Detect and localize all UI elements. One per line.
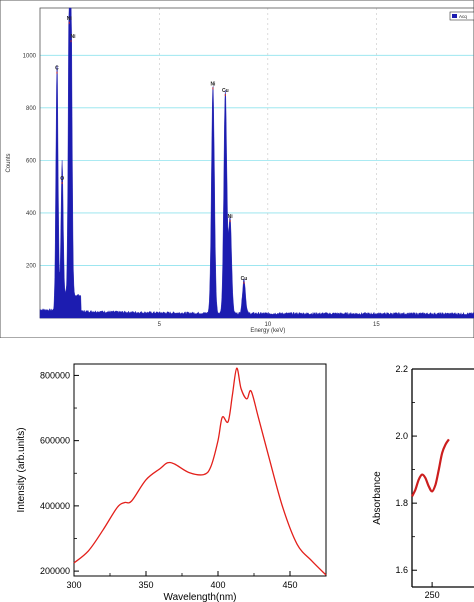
pl-y-tick-label: 400000 xyxy=(40,501,70,511)
eds-y-tick-label: 400 xyxy=(26,211,37,217)
pl-series-line xyxy=(73,367,327,576)
pl-y-axis-label: Intensity (arb.units) xyxy=(16,427,27,512)
eds-y-tick-label: 200 xyxy=(26,263,37,269)
eds-spectrum-area xyxy=(39,7,474,319)
pl-y-tick-label: 200000 xyxy=(40,566,70,576)
pl-x-tick-label: 400 xyxy=(210,580,225,590)
pl-x-tick-label: 300 xyxy=(66,580,81,590)
eds-peak-label: O xyxy=(60,176,64,182)
absorbance-panel: 1.6 1.8 2.0 2.2 250 Absorbance xyxy=(370,350,474,602)
pl-x-axis-label: Wavelength(nm) xyxy=(164,592,237,602)
eds-y-tick-label: 1000 xyxy=(23,53,37,59)
eds-peak-label: Ni xyxy=(67,16,73,22)
pl-spectrum-chart: 200000 400000 600000 800000 300 350 400 450 Wave… xyxy=(16,363,327,602)
eds-x-tick-label: 5 xyxy=(158,322,162,328)
eds-x-axis-label: Energy (keV) xyxy=(250,328,285,334)
absorbance-chart: 1.6 1.8 2.0 2.2 250 Absorbance xyxy=(372,364,474,600)
eds-peak-label: C xyxy=(55,66,59,72)
pl-spectrum-panel: 200000 400000 600000 800000 300 350 400 450 Wave… xyxy=(0,350,340,602)
eds-legend-label: Acq xyxy=(459,14,467,19)
pl-y-tick-label: 800000 xyxy=(40,370,70,380)
abs-y-tick-label: 2.2 xyxy=(395,364,408,374)
pl-x-tick-label: 450 xyxy=(282,580,297,590)
abs-y-axis-label: Absorbance xyxy=(372,471,383,525)
abs-y-tick-label: 1.8 xyxy=(395,498,408,508)
eds-peak-label: Cu xyxy=(241,276,248,282)
eds-peak-label: Ni xyxy=(71,34,77,40)
eds-peak-label: Ni xyxy=(210,81,216,87)
pl-y-tick-label: 600000 xyxy=(40,436,70,446)
pl-plot-frame xyxy=(73,363,327,577)
eds-outer-frame xyxy=(0,0,474,338)
eds-y-tick-label: 800 xyxy=(26,106,37,112)
eds-x-tick-label: 15 xyxy=(373,322,380,328)
eds-legend-swatch xyxy=(452,14,457,18)
abs-x-tick-label: 250 xyxy=(425,590,440,600)
eds-spectrum-panel: 200 400 600 800 1000 5 10 15 C O Ni Ni Ni Cu Ni Cu Count… xyxy=(0,0,474,338)
eds-y-tick-label: 600 xyxy=(26,158,37,164)
eds-legend: Acq xyxy=(449,11,474,21)
abs-series-line xyxy=(411,438,450,497)
eds-peak-label: Ni xyxy=(228,214,234,220)
abs-y-tick-label: 2.0 xyxy=(395,431,408,441)
abs-y-tick-label: 1.6 xyxy=(395,565,408,575)
eds-peak-label: Cu xyxy=(222,88,229,94)
eds-y-axis-label: Counts xyxy=(6,153,12,172)
eds-x-tick-label: 10 xyxy=(265,322,272,328)
pl-x-tick-label: 350 xyxy=(138,580,153,590)
eds-spectrum-chart: 200 400 600 800 1000 5 10 15 C O Ni Ni Ni Cu Ni Cu Count… xyxy=(0,0,474,338)
eds-legend-box xyxy=(449,11,474,21)
